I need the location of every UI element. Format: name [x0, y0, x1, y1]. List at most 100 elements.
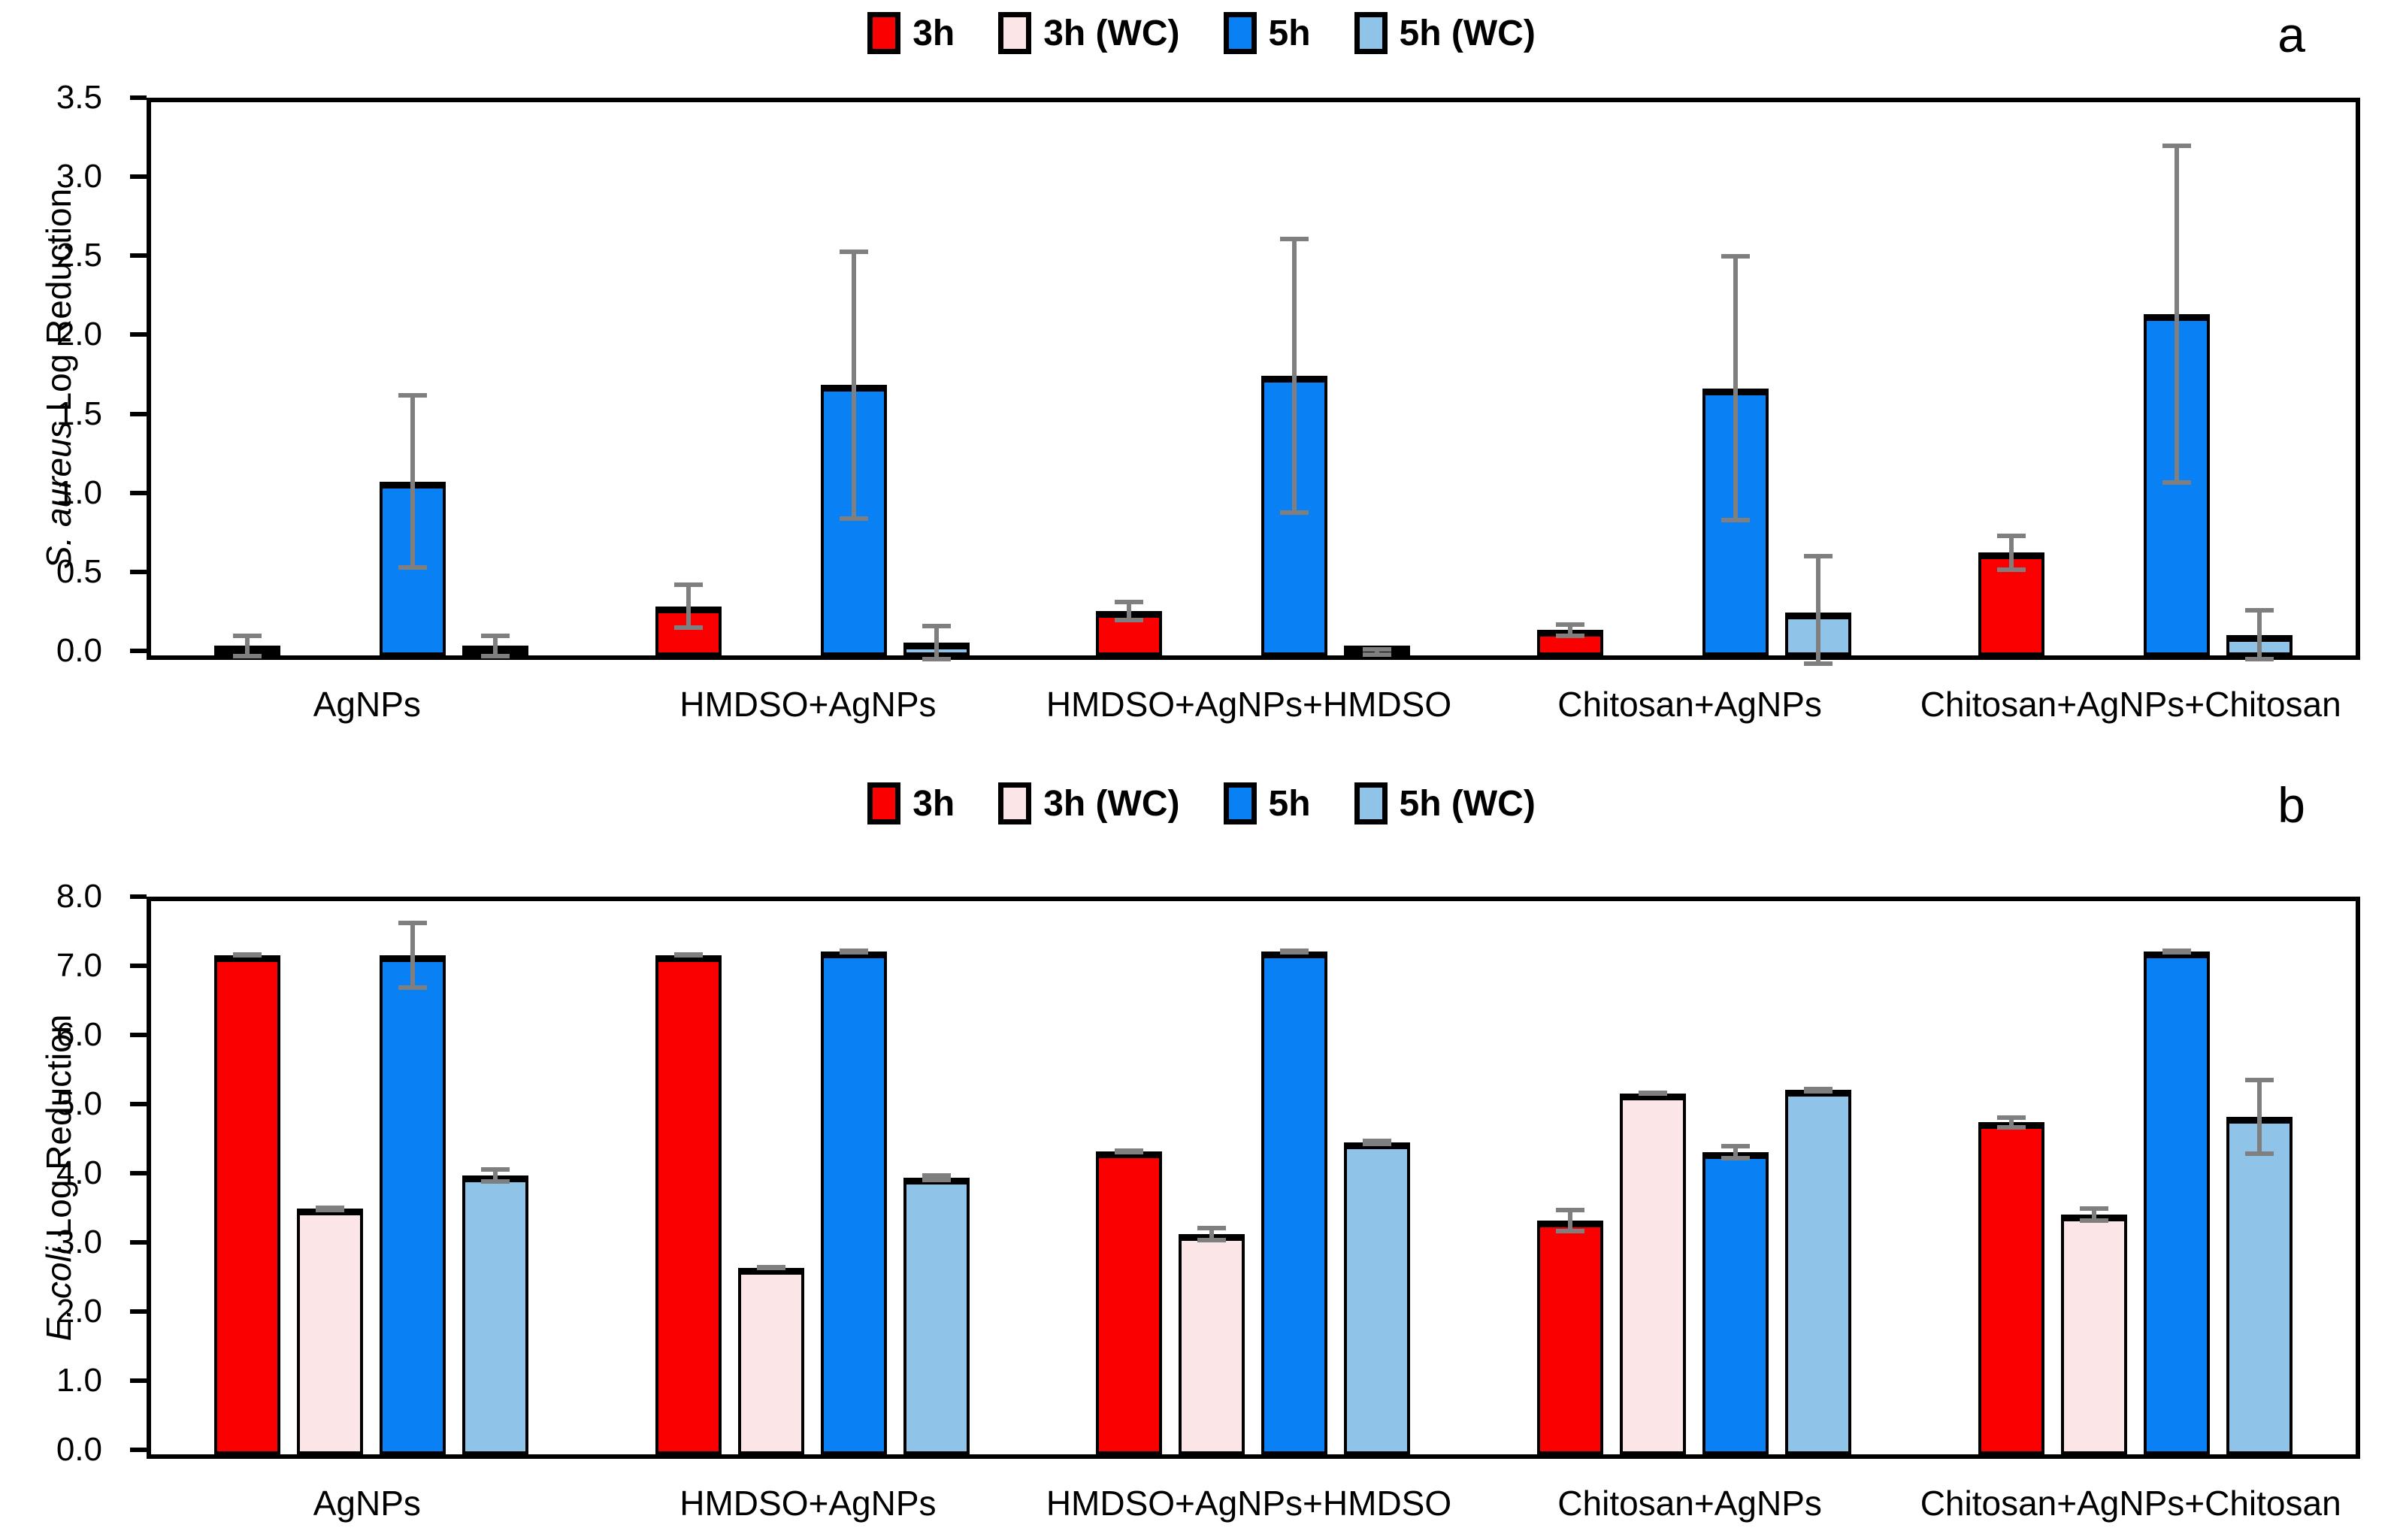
error-bar-whisker — [2008, 1115, 2014, 1130]
error-bar-bottom-cap — [2244, 1151, 2274, 1157]
y-tick-mark — [130, 1309, 147, 1314]
error-bar-top-cap — [481, 633, 510, 638]
bar-slot — [214, 102, 281, 659]
legend-swatch-icon — [1223, 782, 1257, 824]
legend-item-5h-wc-: 5h (WC) — [1354, 782, 1536, 824]
error-bar-bottom-cap — [1280, 949, 1309, 955]
y-tick-mark — [130, 1102, 147, 1106]
error-bar-top-cap — [1804, 554, 1833, 559]
error-bar-whisker — [410, 392, 416, 570]
y-tick-label: 2.0 — [56, 316, 102, 353]
error-bar-top-cap — [1804, 1086, 1833, 1091]
error-bar-top-cap — [1280, 236, 1309, 241]
y-tick-label: 7.0 — [56, 947, 102, 984]
legend-label: 3h — [912, 13, 955, 53]
y-tick-label: 0.5 — [56, 552, 102, 590]
error-bar-top-cap — [1363, 1139, 1392, 1144]
y-tick-mark — [130, 569, 147, 574]
x-category-label: Chitosan+AgNPs+Chitosan — [1920, 685, 2341, 724]
bar-slot — [2060, 901, 2127, 1454]
x-category-label: Chitosan+AgNPs+Chitosan — [1920, 1484, 2341, 1523]
error-bar-whisker — [410, 920, 416, 990]
error-bar-bottom-cap — [233, 654, 262, 659]
y-tick-label: 1.0 — [56, 1362, 102, 1399]
error-bar-bottom-cap — [481, 1179, 510, 1184]
y-tick-label: 1.5 — [56, 395, 102, 432]
error-bar-whisker — [1209, 1226, 1215, 1243]
error-bar-bottom-cap — [673, 953, 703, 958]
bar-slot — [380, 901, 446, 1454]
error-bar-top-cap — [673, 582, 703, 588]
error-bar-top-cap — [481, 1167, 510, 1172]
plot-area-b: E. coli Log Reduction 8.0 7.0 6.0 5.0 4.0 3.0… — [39, 880, 2360, 1466]
y-tick-mark — [130, 964, 147, 968]
legend-swatch-icon — [1354, 782, 1388, 824]
bar-5h-wc- — [903, 1178, 970, 1454]
error-bar-whisker — [851, 249, 856, 522]
y-tick-label: 1.0 — [56, 473, 102, 511]
error-bar-top-cap — [1721, 1143, 1751, 1148]
bar-slot — [380, 102, 446, 655]
error-bar-bottom-cap — [1721, 1156, 1751, 1160]
y-tick-label: 4.0 — [56, 1154, 102, 1191]
error-bar-bottom-cap — [922, 1178, 951, 1183]
error-bar-bottom-cap — [922, 657, 951, 662]
bar-3h — [1096, 611, 1163, 655]
legend-label: 5h — [1268, 783, 1311, 824]
legend-panel-b: 3h 3h (WC) 5h 5h (WC) — [0, 782, 2403, 824]
y-tick-mark — [130, 174, 147, 180]
legend-panel-a: 3h 3h (WC) 5h 5h (WC) — [0, 12, 2403, 54]
x-category-label: HMDSO+AgNPs+HMDSO — [1046, 1484, 1452, 1523]
bar-slot — [1785, 901, 1852, 1454]
bar-slot — [2143, 901, 2210, 1454]
error-bar-bottom-cap — [398, 985, 428, 990]
x-category-label: Chitosan+AgNPs — [1557, 685, 1822, 724]
legend-label: 3h — [912, 783, 955, 824]
error-bar-top-cap — [1721, 253, 1751, 259]
error-bar-top-cap — [1556, 622, 1585, 627]
y-tick-mark — [130, 649, 147, 653]
legend-item-3h: 3h — [867, 12, 955, 54]
bar-5h-wc- — [1344, 1142, 1411, 1454]
bar-slot — [297, 102, 363, 655]
error-bar-top-cap — [316, 1205, 345, 1210]
legend-item-5h: 5h — [1223, 782, 1311, 824]
bar-slot — [2226, 901, 2293, 1454]
error-bar-bottom-cap — [2162, 480, 2191, 485]
error-bar-whisker — [1292, 236, 1297, 515]
legend-swatch-icon — [867, 12, 901, 54]
error-bar-bottom-cap — [2079, 1218, 2108, 1223]
bar-slot — [1096, 901, 1163, 1454]
y-tick-mark — [130, 1240, 147, 1245]
bar-slot — [214, 901, 281, 1454]
bar-group-1 — [151, 901, 592, 1454]
y-tick-label: 2.5 — [56, 237, 102, 274]
bar-3h — [1096, 1151, 1163, 1454]
y-tick-label: 3.5 — [56, 79, 102, 116]
error-bar-bottom-cap — [1721, 518, 1751, 523]
error-bar-whisker — [1568, 622, 1573, 638]
x-category-label: AgNPs — [313, 685, 421, 724]
bar-slot — [1978, 901, 2044, 1454]
error-bar-bottom-cap — [1363, 652, 1392, 658]
bar-slot — [1261, 901, 1328, 1454]
error-bar-top-cap — [839, 249, 868, 254]
error-bar-whisker — [934, 1172, 939, 1183]
error-bar-whisker — [1816, 554, 1821, 666]
error-bar-top-cap — [1996, 1115, 2026, 1121]
bar-5h — [2143, 952, 2210, 1454]
bar-slot — [820, 901, 887, 1454]
error-bar-bottom-cap — [1639, 1091, 1668, 1097]
bar-5h — [820, 952, 887, 1454]
error-bar-bottom-cap — [233, 953, 262, 958]
y-axis-title-rest-a: Log Reduction — [39, 188, 78, 422]
bar-group-3 — [1033, 102, 1474, 658]
bar-group-1 — [151, 102, 592, 659]
bar-slot — [2143, 102, 2210, 655]
x-category-label: AgNPs — [313, 1484, 421, 1523]
legend-item-5h-wc-: 5h (WC) — [1354, 12, 1536, 54]
error-bar-top-cap — [1996, 534, 2026, 539]
y-tick-mark — [130, 1448, 147, 1452]
error-bar-bottom-cap — [839, 949, 868, 955]
